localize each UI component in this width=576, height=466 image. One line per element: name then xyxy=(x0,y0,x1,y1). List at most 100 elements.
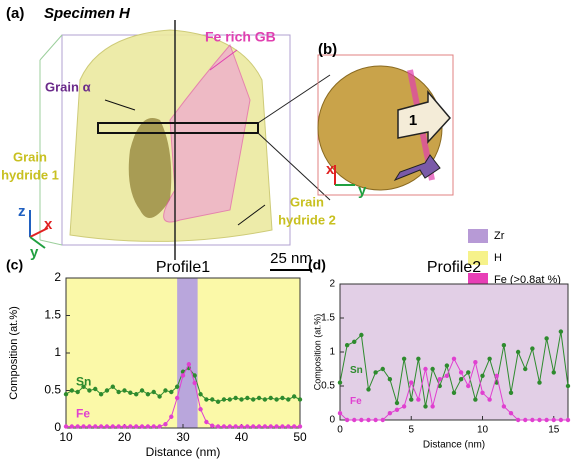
data-point xyxy=(402,404,406,408)
data-point xyxy=(175,385,179,389)
data-point xyxy=(466,384,470,388)
y-tick-label: 2 xyxy=(54,270,61,284)
data-point xyxy=(544,418,548,422)
data-point xyxy=(286,397,290,401)
data-point xyxy=(566,418,570,422)
data-point xyxy=(438,377,442,381)
data-point xyxy=(537,380,541,384)
data-point xyxy=(99,424,103,428)
data-point xyxy=(111,385,115,389)
data-point xyxy=(70,388,74,392)
y-tick-label: 2 xyxy=(329,279,335,290)
data-point xyxy=(257,396,261,400)
data-point xyxy=(239,397,243,401)
data-point xyxy=(388,377,392,381)
chart-title: Profile1 xyxy=(156,259,210,276)
cross-section-render xyxy=(318,55,453,195)
data-point xyxy=(140,424,144,428)
data-point xyxy=(523,367,527,371)
data-point xyxy=(516,418,520,422)
data-point xyxy=(175,396,179,400)
data-point xyxy=(116,390,120,394)
data-point xyxy=(445,363,449,367)
data-point xyxy=(559,418,563,422)
data-point xyxy=(445,374,449,378)
data-point xyxy=(274,397,278,401)
data-point xyxy=(140,388,144,392)
chart-title: Profile2 xyxy=(427,259,481,276)
annotation: Grain α xyxy=(45,79,91,94)
highlight-band xyxy=(177,278,197,428)
data-point xyxy=(163,422,167,426)
data-point xyxy=(516,350,520,354)
panel-label: (a) xyxy=(6,5,24,22)
data-point xyxy=(76,424,80,428)
data-point xyxy=(198,392,202,396)
scale-label: 25 nm xyxy=(270,250,312,267)
data-point xyxy=(181,373,185,377)
series-label: Sn xyxy=(76,374,91,388)
data-point xyxy=(99,392,103,396)
data-point xyxy=(359,333,363,337)
data-point xyxy=(292,424,296,428)
data-point xyxy=(381,418,385,422)
data-point xyxy=(193,381,197,385)
data-point xyxy=(222,424,226,428)
data-point xyxy=(263,397,267,401)
data-point xyxy=(523,418,527,422)
x-tick-label: 30 xyxy=(176,430,190,444)
data-point xyxy=(169,415,173,419)
data-point xyxy=(430,367,434,371)
data-point xyxy=(93,424,97,428)
axis-letter: y xyxy=(30,244,39,261)
data-point xyxy=(487,397,491,401)
x-tick-label: 5 xyxy=(408,425,414,436)
data-point xyxy=(122,388,126,392)
data-point xyxy=(157,394,161,398)
data-point xyxy=(280,396,284,400)
legend-label: Zr xyxy=(494,230,505,242)
data-point xyxy=(269,396,273,400)
legend-swatch xyxy=(468,229,488,243)
specimen-title: Specimen H xyxy=(44,5,131,22)
data-point xyxy=(381,367,385,371)
annotation: Grain xyxy=(13,149,47,164)
data-point xyxy=(559,329,563,333)
x-tick-label: 40 xyxy=(235,430,249,444)
y-axis-label: Composition (at.%) xyxy=(8,306,20,400)
data-point xyxy=(122,424,126,428)
data-point xyxy=(204,420,208,424)
data-point xyxy=(345,343,349,347)
data-point xyxy=(509,411,513,415)
y-tick-label: 0.5 xyxy=(44,383,61,397)
arrow-label: 1 xyxy=(409,112,417,129)
data-point xyxy=(416,357,420,361)
data-point xyxy=(495,374,499,378)
data-point xyxy=(251,424,255,428)
data-point xyxy=(216,400,220,404)
data-point xyxy=(216,424,220,428)
data-point xyxy=(105,388,109,392)
data-point xyxy=(459,370,463,374)
data-point xyxy=(152,390,156,394)
x-axis-label: Distance (nm) xyxy=(146,445,221,459)
data-point xyxy=(128,391,132,395)
panel-label: (d) xyxy=(308,257,326,273)
data-point xyxy=(204,397,208,401)
data-point xyxy=(544,336,548,340)
x-tick-label: 50 xyxy=(293,430,307,444)
x-axis-label: Distance (nm) xyxy=(423,440,485,451)
data-point xyxy=(233,424,237,428)
data-point xyxy=(228,424,232,428)
data-point xyxy=(163,388,167,392)
data-point xyxy=(134,424,138,428)
data-point xyxy=(452,391,456,395)
data-point xyxy=(530,418,534,422)
axis-letter: y xyxy=(358,182,367,199)
data-point xyxy=(480,374,484,378)
data-point xyxy=(93,387,97,391)
data-point xyxy=(352,340,356,344)
annotation: hydride 2 xyxy=(278,212,336,227)
legend-label: H xyxy=(494,252,502,264)
series-label: Fe xyxy=(350,396,362,407)
